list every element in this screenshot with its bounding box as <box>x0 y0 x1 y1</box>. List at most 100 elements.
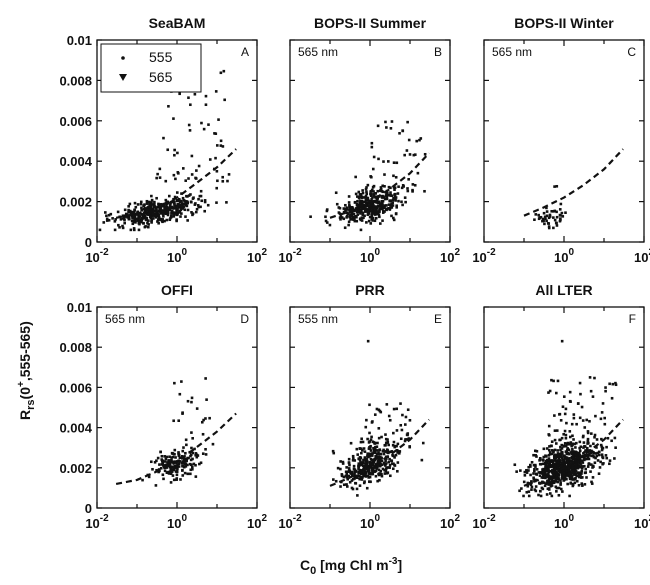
data-point <box>366 437 369 441</box>
data-point <box>361 449 364 452</box>
data-point <box>200 121 203 125</box>
data-point <box>370 468 374 471</box>
data-point <box>405 438 409 441</box>
data-point <box>104 211 107 214</box>
data-point <box>570 475 574 479</box>
data-point <box>373 451 377 455</box>
data-point <box>221 145 225 148</box>
data-point <box>351 470 354 474</box>
panel-letter: C <box>627 45 636 59</box>
data-point <box>196 454 200 457</box>
data-point <box>557 456 561 460</box>
data-point <box>146 219 150 223</box>
data-point <box>562 461 566 465</box>
data-point <box>395 161 399 165</box>
x-tick-label: 100 <box>360 513 380 531</box>
data-point <box>123 208 127 212</box>
data-point <box>199 205 202 209</box>
data-point <box>557 464 560 467</box>
data-point <box>562 469 565 472</box>
x-tick-label: 100 <box>167 247 187 265</box>
data-point <box>177 203 181 206</box>
data-point <box>558 459 561 462</box>
data-point <box>395 444 398 448</box>
data-point <box>340 473 344 476</box>
data-point <box>590 454 594 458</box>
data-point <box>197 197 200 201</box>
data-point <box>592 442 595 446</box>
data-point <box>133 208 136 212</box>
data-point <box>368 475 372 479</box>
data-point <box>545 447 549 450</box>
data-point <box>568 457 571 460</box>
data-point <box>114 218 117 221</box>
data-point <box>574 453 578 457</box>
data-point <box>401 413 404 417</box>
data-point <box>204 94 208 98</box>
data-point <box>592 455 596 459</box>
data-point <box>178 199 181 203</box>
data-point <box>358 209 362 212</box>
data-point <box>142 222 145 225</box>
data-point <box>351 477 355 481</box>
data-point <box>384 437 388 441</box>
data-point <box>354 192 358 196</box>
data-point <box>166 213 170 217</box>
data-point <box>588 419 591 423</box>
data-point <box>530 460 534 464</box>
data-point <box>180 455 184 458</box>
data-point <box>161 218 164 221</box>
data-point <box>190 446 193 450</box>
data-point <box>547 433 551 437</box>
x-tick-label: 10-2 <box>278 513 302 531</box>
data-point <box>355 219 359 223</box>
data-point <box>547 457 551 460</box>
data-point <box>190 431 193 434</box>
data-point <box>574 470 578 473</box>
data-point <box>544 217 547 221</box>
data-point <box>550 378 553 382</box>
data-point <box>395 448 399 452</box>
data-point <box>173 204 176 207</box>
data-point <box>171 452 175 455</box>
data-point <box>168 204 172 208</box>
data-point <box>570 459 573 463</box>
data-point <box>590 432 593 435</box>
data-point <box>580 472 583 475</box>
data-point <box>215 169 219 173</box>
data-point <box>546 469 549 473</box>
data-point <box>384 441 388 445</box>
data-point <box>589 470 592 473</box>
data-point <box>383 185 386 188</box>
data-point <box>578 462 581 465</box>
data-point <box>203 200 207 204</box>
data-point <box>411 183 415 186</box>
data-point <box>324 219 328 223</box>
data-point <box>168 463 172 466</box>
x-tick-label: 102 <box>440 513 460 531</box>
data-point <box>164 457 168 461</box>
data-point <box>600 437 603 441</box>
data-point <box>107 213 111 217</box>
data-point <box>580 467 584 470</box>
x-tick-label: 102 <box>440 247 460 265</box>
data-point <box>173 448 177 452</box>
data-point <box>204 377 207 380</box>
data-point <box>384 120 387 124</box>
data-point <box>572 438 575 441</box>
data-point <box>197 205 201 209</box>
data-point <box>180 207 183 210</box>
data-point <box>391 467 395 471</box>
data-point <box>223 98 226 102</box>
data-point <box>194 452 198 455</box>
data-point <box>168 461 172 464</box>
data-point <box>552 481 556 484</box>
data-point <box>365 486 369 490</box>
data-point <box>358 201 362 205</box>
data-point <box>360 478 364 481</box>
data-point <box>562 478 566 482</box>
data-point <box>541 468 544 471</box>
data-point <box>367 453 371 457</box>
data-point <box>587 454 591 457</box>
data-point <box>177 419 181 422</box>
